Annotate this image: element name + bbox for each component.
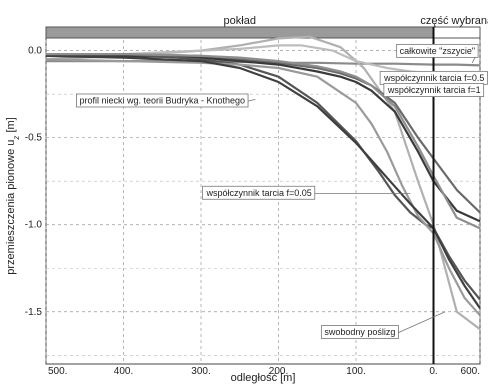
series-line-7	[45, 54, 481, 309]
x-tick-label-6: 600.	[461, 366, 480, 377]
annotation-label-4: współczynnik tarcia f=0.05	[205, 188, 311, 198]
region-bar: pokład część wybrana	[45, 15, 488, 39]
annotation-box-5	[320, 325, 399, 339]
annotations: całkowite "zszycie" współczynnik tarcia f…	[76, 43, 488, 339]
x-tick-label-5: 0.	[429, 366, 437, 377]
annotation-leader-5	[398, 311, 446, 334]
annotation-box-3	[76, 93, 249, 108]
annotation-box-4	[202, 185, 316, 200]
x-axis-ticks: 500. 400. 300. 200. 100. 0. 600.	[48, 366, 480, 377]
x-tick-label-0: 500.	[48, 366, 67, 377]
x-tick-label-4: 100.	[346, 366, 365, 377]
annotation-box-0	[396, 43, 479, 58]
y-axis-label: przemieszczenia pionowe uz [m]	[5, 117, 21, 274]
series-group	[45, 35, 481, 331]
y-tick-label-3: -1.5	[25, 307, 43, 318]
annotation-box-2	[383, 83, 485, 97]
region-1	[433, 26, 481, 39]
x-tick-label-3: 200.	[269, 366, 288, 377]
series-line-8	[46, 52, 481, 230]
annotation-label-5: swobodny poślizg	[324, 327, 395, 337]
y-tick-label-2: -1.0	[25, 220, 43, 231]
series-line-4	[46, 54, 481, 223]
annotation-label-0: całkowite "zszycie"	[400, 46, 475, 56]
y-tick-label-0: 0.0	[28, 46, 42, 57]
x-tick-label-1: 400.	[114, 366, 133, 377]
region-label-0: pokład	[224, 15, 256, 27]
annotation-label-3: profil niecki wg. teorii Budryka - Knoth…	[79, 95, 245, 105]
region-0	[45, 26, 434, 39]
x-tick-label-2: 300.	[191, 366, 210, 377]
annotation-leader-3	[247, 98, 256, 102]
y-axis-ticks: 0.0 -0.5 -1.0 -1.5	[25, 46, 43, 318]
annotation-label-2: współczynnik tarcia f=1	[387, 85, 481, 95]
y-tick-label-1: -0.5	[25, 133, 43, 144]
region-label-1: część wybrana	[420, 15, 488, 27]
series-line-0	[46, 59, 481, 67]
x-axis-label: odległość [m]	[231, 372, 296, 384]
annotation-label-1: współczynnik tarcia f=0.5	[383, 73, 484, 83]
